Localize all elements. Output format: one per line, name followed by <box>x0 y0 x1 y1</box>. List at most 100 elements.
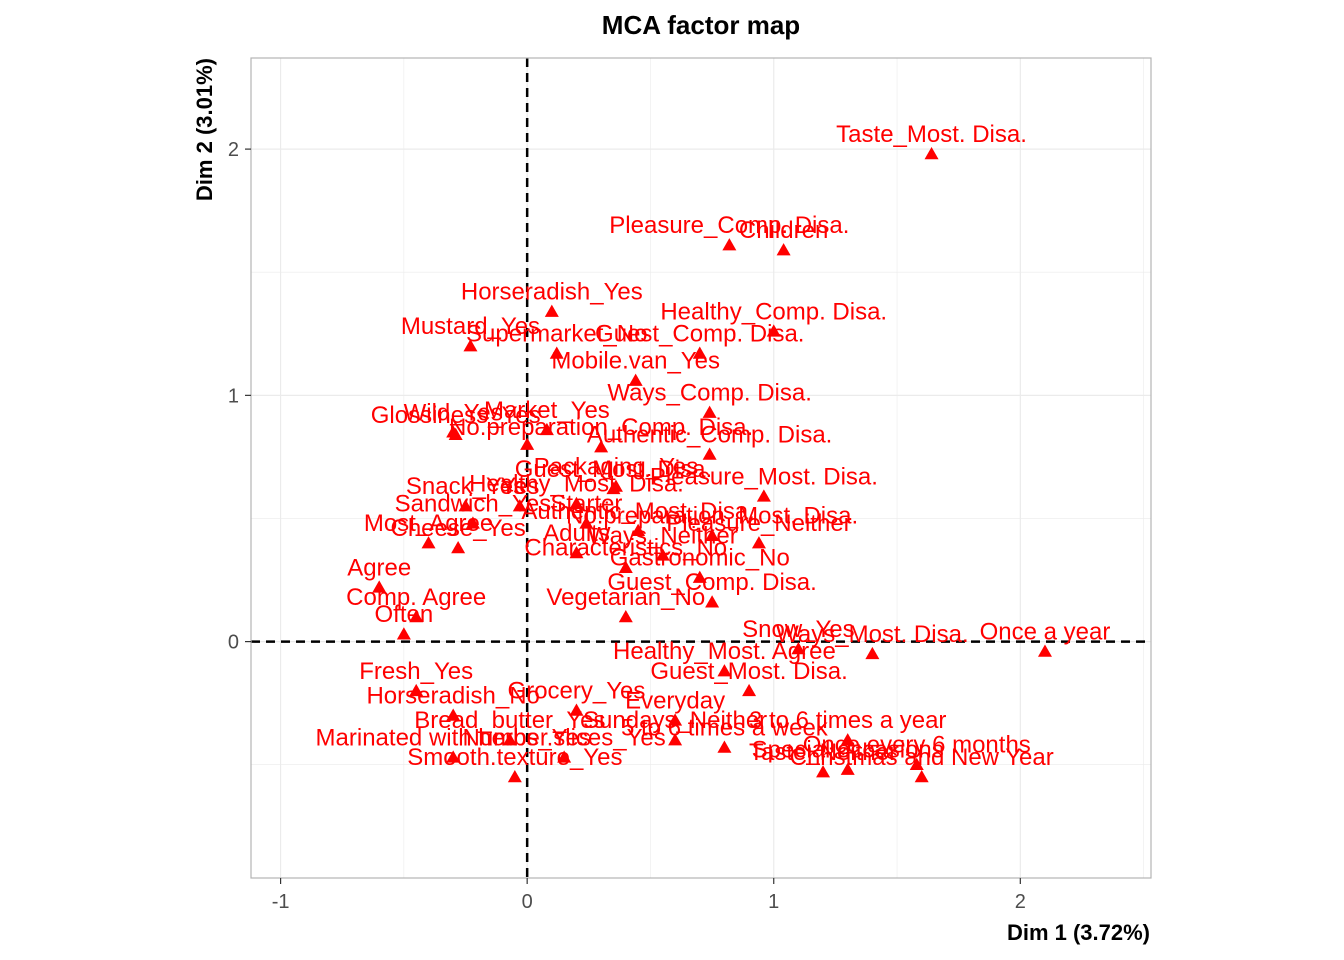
point-marker <box>409 683 424 697</box>
point-marker <box>507 770 522 783</box>
point-marker <box>692 346 707 359</box>
point-label: Authentic_Most. Disa. <box>521 498 754 525</box>
point-marker <box>502 733 517 746</box>
point-label: Marinated with herbs_Yes <box>316 724 591 751</box>
point-marker <box>544 304 559 317</box>
x-axis-title: Dim 1 (3.72%) <box>1007 920 1150 945</box>
point-label: Smooth.texture_Yes <box>407 744 622 771</box>
point-label: Authentic_Comp. Disa. <box>587 421 832 448</box>
point-label: Christmas and New Year <box>790 744 1054 771</box>
point-label: Gastronomic_No <box>610 545 790 572</box>
point-label: Cheese_Yes <box>391 515 526 542</box>
reference-lines <box>251 58 1151 878</box>
point-label: Packaging_Yes <box>534 453 699 480</box>
point-label: Pleasure_Neither <box>666 510 851 537</box>
point-label: Healthy_Most. Disa. <box>469 471 684 498</box>
point-marker <box>608 479 623 492</box>
point-marker <box>458 499 473 512</box>
point-label: Guest_Most. Disa. <box>515 456 712 483</box>
point-label: Often <box>375 601 434 628</box>
points-layer: Taste_Most. Disa. Pleasure_Comp. Disa.Chi… <box>316 121 1110 783</box>
point-marker <box>668 733 683 746</box>
point-label: 3 to 6 times a year <box>749 707 946 734</box>
point-marker <box>579 516 594 529</box>
point-label: Guest_Comp. Disa. <box>595 320 804 347</box>
point-marker <box>631 523 646 537</box>
point-marker <box>628 373 643 386</box>
point-label: Horseradish_Yes <box>461 279 643 306</box>
point-marker <box>702 405 717 418</box>
chart-title: MCA factor map <box>602 10 800 40</box>
point-marker <box>840 733 855 746</box>
y-axis-ticks: 0 1 2 <box>228 139 251 654</box>
x-tick-label: 0 <box>522 891 533 913</box>
point-label: Mustard_Yes <box>401 313 540 340</box>
point-label: No.preparation_Most. Disa. <box>566 503 858 530</box>
point-label: Ways_Most. Disa. <box>776 621 968 648</box>
point-label: Wild_Yes <box>404 399 503 426</box>
point-label: Bread_butter_Yes <box>414 707 605 734</box>
point-label: Children <box>739 217 828 244</box>
point-marker <box>421 536 436 549</box>
point-marker <box>816 765 831 778</box>
point-marker <box>463 339 478 352</box>
point-label: Yes <box>500 473 539 500</box>
point-marker <box>396 627 411 640</box>
point-marker <box>702 447 717 460</box>
point-label: Vegetarian_No <box>546 584 705 611</box>
point-label: Special occasions <box>752 737 944 764</box>
point-marker <box>549 346 564 359</box>
point-marker <box>520 437 535 450</box>
point-marker <box>914 770 929 783</box>
point-marker <box>465 516 480 529</box>
plot-border <box>250 57 1152 879</box>
point-label: Guest_Comp. Disa. <box>607 569 816 596</box>
point-marker <box>569 496 584 509</box>
point-label: Sundays_Neither <box>583 707 767 734</box>
point-marker <box>924 147 939 160</box>
point-marker <box>569 703 584 716</box>
point-marker <box>594 440 609 453</box>
point-marker <box>512 499 527 512</box>
point-marker <box>618 560 633 573</box>
point-label: Taste_Most. Disa. <box>836 121 1027 148</box>
point-label: Pleasure_Comp. Disa. <box>609 212 849 239</box>
point-label: Healthy_Comp. Disa. <box>660 298 887 325</box>
point-label: Snow_Yes <box>742 616 855 643</box>
point-label: Supermarket_No <box>466 320 647 347</box>
point-label: Market_Yes <box>484 397 610 424</box>
point-label: Grocery_Yes <box>508 678 646 705</box>
point-label: Starter <box>550 490 622 517</box>
point-label: Pleasure_Most. Disa. <box>650 463 878 490</box>
point-label: Number.slices_Yes <box>463 724 666 751</box>
point-marker <box>766 324 781 337</box>
point-marker <box>717 664 732 677</box>
point-marker <box>909 757 924 770</box>
point-marker <box>539 422 554 436</box>
point-marker <box>668 713 683 726</box>
point-marker <box>751 536 766 549</box>
point-marker <box>776 243 791 256</box>
plot-panel <box>251 58 1151 878</box>
point-label: Glossiness_Yes <box>371 402 541 429</box>
x-tick-label: 2 <box>1015 891 1026 913</box>
point-marker <box>451 541 466 554</box>
y-tick-label: 2 <box>228 139 239 161</box>
point-marker <box>756 489 771 502</box>
point-marker <box>655 548 670 561</box>
point-marker <box>705 595 720 608</box>
point-marker <box>1037 644 1052 657</box>
point-marker <box>446 750 461 763</box>
point-label: Mobile.van_Yes <box>551 348 720 375</box>
point-marker <box>722 238 737 251</box>
x-tick-label: -1 <box>272 891 290 913</box>
point-label: Snack_Yes <box>406 473 525 500</box>
point-marker <box>409 609 424 623</box>
point-label: Everyday <box>625 687 725 714</box>
point-label: Agree <box>347 554 411 581</box>
point-label: Taste_Neither <box>749 739 897 766</box>
point-label: Healthy_Most. Agree <box>613 638 836 665</box>
y-axis-title: Dim 2 (3.01%) <box>192 58 217 201</box>
point-label: No.preparation_Comp. Disa. <box>449 414 753 441</box>
point-label: Fresh_Yes <box>359 658 473 685</box>
